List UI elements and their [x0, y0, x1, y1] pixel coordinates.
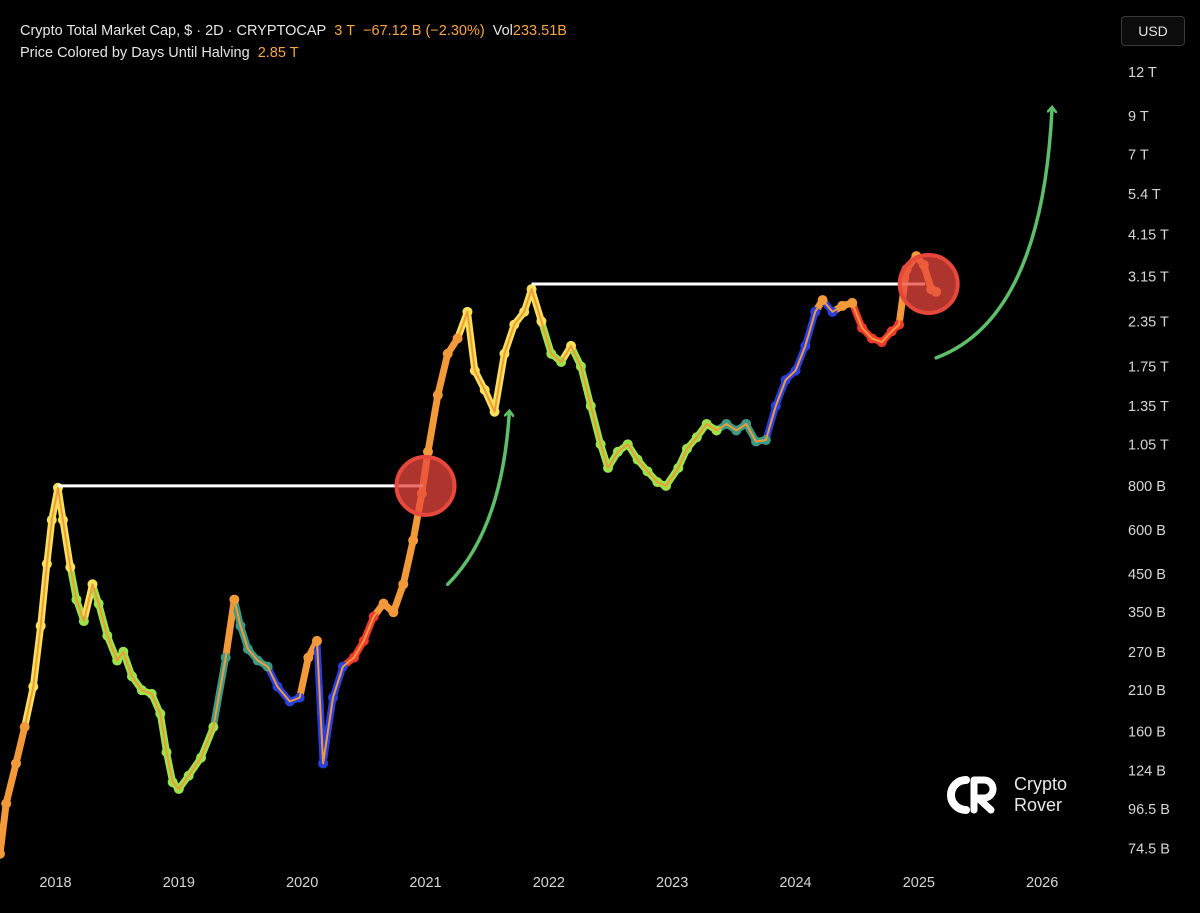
y-tick-label: 5.4 T [1128, 187, 1161, 203]
chart-header: Crypto Total Market Cap, $ · 2D · CRYPTO… [20, 20, 571, 64]
x-tick-label: 2020 [286, 875, 318, 891]
y-tick-label: 350 B [1128, 605, 1166, 621]
indicator-value: 2.85 T [257, 45, 299, 61]
annotations [57, 108, 1052, 587]
y-tick-label: 4.15 T [1128, 227, 1169, 243]
green-arrow [445, 412, 510, 587]
x-axis: 2018 2019 2020 2021 2022 2023 2024 2025 2026 [39, 875, 1058, 891]
y-tick-label: 3.15 T [1128, 270, 1169, 286]
y-axis: 12 T 9 T 7 T 5.4 T 4.15 T 3.15 T 2.35 T 1.75 T 1… [1128, 65, 1170, 857]
cr-logo-icon [947, 776, 997, 814]
volume-value: 233.51B [512, 23, 567, 39]
y-tick-label: 160 B [1128, 725, 1166, 741]
y-tick-label: 74.5 B [1128, 841, 1170, 857]
x-tick-label: 2018 [39, 875, 71, 891]
y-tick-label: 2.35 T [1128, 314, 1169, 330]
last-price: 3 T [334, 23, 355, 39]
currency-button[interactable]: USD [1121, 16, 1185, 46]
x-tick-label: 2021 [409, 875, 441, 891]
watermark: Crypto Rover [944, 774, 1067, 816]
x-tick-label: 2022 [533, 875, 565, 891]
breakout-circle [897, 252, 960, 315]
x-tick-label: 2026 [1026, 875, 1058, 891]
y-tick-label: 450 B [1128, 567, 1166, 583]
symbol-title[interactable]: Crypto Total Market Cap, $ · 2D · CRYPTO… [20, 23, 327, 39]
y-tick-label: 210 B [1128, 683, 1166, 699]
price-line [0, 255, 937, 854]
y-tick-label: 1.35 T [1128, 399, 1169, 415]
y-tick-label: 96.5 B [1128, 802, 1170, 818]
price-change: −67.12 B (−2.30%) [362, 23, 485, 39]
volume-label: Vol [492, 23, 513, 39]
y-tick-label: 12 T [1128, 65, 1157, 81]
green-arrow [934, 108, 1052, 360]
x-tick-label: 2025 [903, 875, 935, 891]
y-tick-label: 7 T [1128, 148, 1149, 164]
indicator-name[interactable]: Price Colored by Days Until Halving [20, 45, 250, 61]
y-tick-label: 1.05 T [1128, 437, 1169, 453]
watermark-text: Crypto Rover [1014, 774, 1068, 815]
indicator-row: Price Colored by Days Until Halving 2.85… [20, 42, 571, 64]
y-tick-label: 9 T [1128, 109, 1149, 125]
symbol-row: Crypto Total Market Cap, $ · 2D · CRYPTO… [20, 20, 571, 42]
x-tick-label: 2019 [163, 875, 195, 891]
y-tick-label: 600 B [1128, 523, 1166, 539]
y-tick-label: 270 B [1128, 645, 1166, 661]
y-tick-label: 1.75 T [1128, 359, 1169, 375]
y-tick-label: 800 B [1128, 479, 1166, 495]
breakout-circle [394, 454, 457, 517]
x-tick-label: 2024 [779, 875, 811, 891]
y-tick-label: 124 B [1128, 764, 1166, 780]
x-tick-label: 2023 [656, 875, 688, 891]
